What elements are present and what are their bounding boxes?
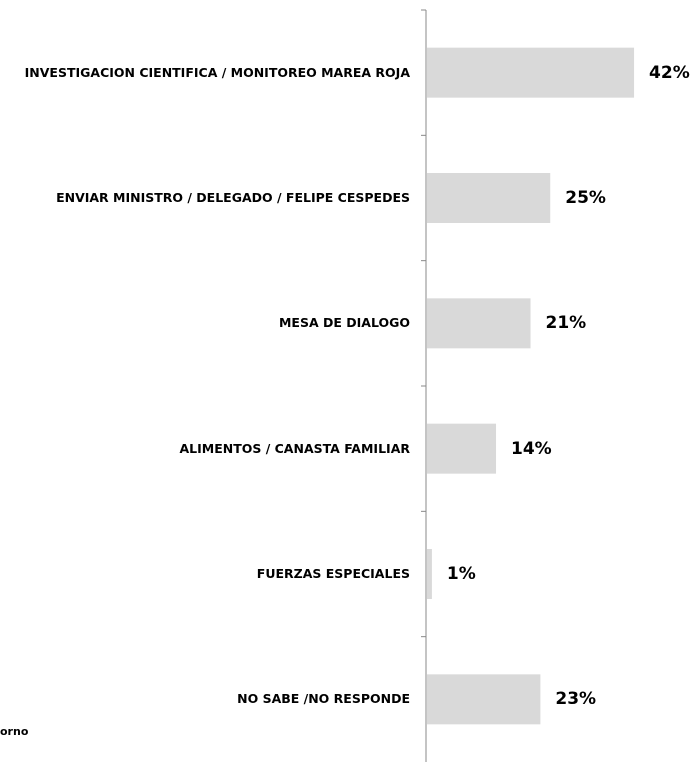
category-text: MESA DE DIALOGO: [278, 315, 410, 331]
category-label: FUERZAS ESPECIALES: [0, 554, 410, 594]
data-label: 14%: [511, 438, 552, 459]
category-label: NO SABE /NO RESPONDE: [0, 679, 410, 719]
bar: [427, 674, 541, 725]
category-text: NO SABE /NO RESPONDE: [237, 691, 410, 707]
category-label: ALIMENTOS / CANASTA FAMILIAR: [0, 429, 410, 469]
category-text: ENVIAR MINISTRO / DELEGADO / FELIPE CESP…: [56, 190, 410, 205]
category-label: MESA DE DIALOGO: [0, 303, 410, 343]
data-label: 23%: [555, 689, 597, 710]
category-text: ALIMENTOS / CANASTA FAMILIAR: [179, 440, 410, 456]
category-label: INVESTIGACION CIENTIFICA / MONITOREO MAR…: [0, 53, 410, 93]
category-text: FUERZAS ESPECIALES: [256, 566, 410, 581]
data-label: 25%: [565, 188, 606, 208]
bar: [427, 423, 497, 474]
bar: [427, 173, 551, 223]
data-label: 1%: [446, 564, 476, 584]
data-label: 42%: [649, 62, 690, 83]
bar: [427, 549, 432, 599]
data-label: 21%: [545, 313, 587, 334]
category-text: INVESTIGACION CIENTIFICA / MONITOREO MAR…: [24, 64, 410, 80]
footnote: orno: [0, 725, 29, 738]
bar: [427, 298, 531, 349]
category-label: ENVIAR MINISTRO / DELEGADO / FELIPE CESP…: [0, 178, 410, 218]
bar: [427, 47, 635, 98]
